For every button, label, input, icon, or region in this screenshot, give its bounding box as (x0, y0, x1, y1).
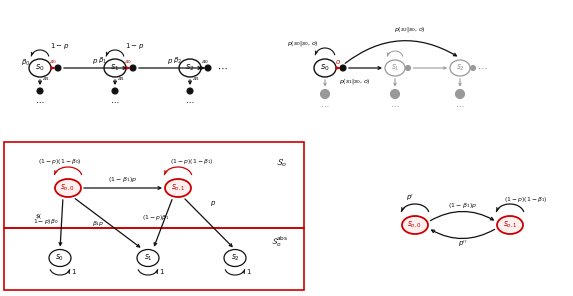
Text: $\beta_1 p$: $\beta_1 p$ (92, 218, 104, 228)
Ellipse shape (385, 60, 405, 76)
Text: $p$: $p$ (167, 57, 174, 67)
Bar (4, 228, 304, 290)
Ellipse shape (450, 60, 470, 76)
Text: $s_1$: $s_1$ (110, 63, 120, 73)
Ellipse shape (55, 179, 81, 197)
Text: $1$: $1$ (159, 268, 165, 276)
Text: $p(s_0|s_0,o)$: $p(s_0|s_0,o)$ (287, 38, 319, 47)
Text: $s_2$: $s_2$ (185, 63, 195, 73)
Text: $1-p$: $1-p$ (50, 41, 69, 51)
Text: $(1-p)(1-\beta_1)$: $(1-p)(1-\beta_1)$ (170, 157, 214, 166)
Text: $s_{o,0}$: $s_{o,0}$ (60, 183, 76, 193)
Text: $a_1$: $a_1$ (117, 75, 125, 83)
Circle shape (55, 65, 61, 71)
Text: $(: $( (35, 213, 41, 219)
Ellipse shape (314, 59, 336, 77)
Text: $s_2$: $s_2$ (456, 63, 465, 73)
Circle shape (112, 88, 118, 94)
Text: $p$: $p$ (210, 199, 216, 207)
Ellipse shape (49, 250, 71, 266)
Ellipse shape (137, 250, 159, 266)
Text: $s_0$: $s_0$ (320, 63, 330, 73)
Text: $o$: $o$ (335, 58, 341, 66)
Text: $(1-p)\beta_1$: $(1-p)\beta_1$ (142, 213, 170, 223)
Text: $(1-\beta_1)p$: $(1-\beta_1)p$ (108, 176, 138, 184)
Text: $1-p)\beta_0$: $1-p)\beta_0$ (33, 216, 59, 226)
Text: $s_0$: $s_0$ (56, 253, 65, 263)
Circle shape (470, 65, 476, 70)
Text: $1$: $1$ (246, 268, 252, 276)
Text: $\cdots$: $\cdots$ (111, 97, 120, 105)
Text: $\cdots$: $\cdots$ (217, 64, 227, 73)
Text: $\cdots$: $\cdots$ (390, 101, 400, 109)
Text: $s_{o,1}$: $s_{o,1}$ (171, 183, 186, 193)
Text: $a_0$: $a_0$ (49, 58, 57, 66)
Circle shape (187, 88, 193, 94)
Circle shape (205, 65, 211, 71)
Text: $a_0$: $a_0$ (124, 58, 132, 66)
Text: $\beta_1$: $\beta_1$ (99, 56, 108, 66)
Circle shape (37, 88, 43, 94)
Text: $(1-\beta_1)p$: $(1-\beta_1)p$ (448, 200, 477, 210)
Text: $\cdots$: $\cdots$ (456, 101, 465, 109)
Text: $p(s_1|s_0,o)$: $p(s_1|s_0,o)$ (339, 76, 371, 86)
Ellipse shape (165, 179, 191, 197)
Text: $p$: $p$ (92, 57, 99, 67)
Circle shape (320, 89, 329, 99)
Bar (4, 142, 304, 228)
Text: $\cdots$: $\cdots$ (477, 64, 487, 73)
Ellipse shape (29, 59, 51, 77)
Text: $\mathcal{S}_o^\mathrm{abs}$: $\mathcal{S}_o^\mathrm{abs}$ (271, 234, 289, 250)
Ellipse shape (104, 59, 126, 77)
Circle shape (456, 89, 465, 99)
Ellipse shape (402, 216, 428, 234)
Circle shape (130, 65, 136, 71)
Text: $p''$: $p''$ (458, 239, 467, 250)
Text: $s_1$: $s_1$ (391, 63, 399, 73)
Text: $1$: $1$ (71, 268, 77, 276)
Text: $\cdots$: $\cdots$ (36, 97, 45, 105)
Ellipse shape (497, 216, 523, 234)
Text: $a_1$: $a_1$ (42, 75, 50, 83)
Text: $s_{o,0}$: $s_{o,0}$ (407, 220, 422, 230)
Text: $\cdots$: $\cdots$ (320, 101, 329, 109)
Text: $a_0$: $a_0$ (201, 58, 209, 66)
Text: $\beta_2$: $\beta_2$ (174, 56, 183, 66)
Circle shape (340, 65, 346, 71)
Text: $(1-p)(1-\beta_1)$: $(1-p)(1-\beta_1)$ (504, 194, 548, 204)
Text: $s_0$: $s_0$ (35, 63, 45, 73)
Circle shape (391, 89, 399, 99)
Circle shape (406, 65, 410, 70)
Text: $\mathcal{S}_o$: $\mathcal{S}_o$ (276, 157, 288, 169)
Text: $1-p$: $1-p$ (125, 41, 144, 51)
Text: $s_2$: $s_2$ (230, 253, 240, 263)
Ellipse shape (179, 59, 201, 77)
Ellipse shape (224, 250, 246, 266)
Text: $p'$: $p'$ (406, 194, 414, 205)
Text: $s_1$: $s_1$ (144, 253, 152, 263)
Text: $\cdots$: $\cdots$ (185, 97, 195, 105)
Text: $p(s_2|s_0,o)$: $p(s_2|s_0,o)$ (394, 25, 426, 35)
Text: $a_1$: $a_1$ (192, 75, 200, 83)
Text: $\beta_0$: $\beta_0$ (21, 58, 31, 68)
Text: $(1-p)(1-\beta_0)$: $(1-p)(1-\beta_0)$ (38, 157, 82, 166)
Text: $s_{o,1}$: $s_{o,1}$ (503, 220, 517, 230)
